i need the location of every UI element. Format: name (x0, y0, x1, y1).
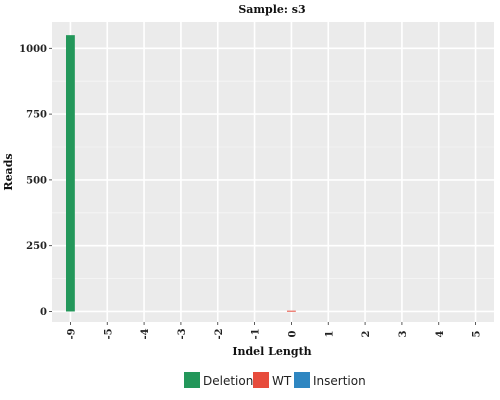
chart-title: Sample: s3 (238, 3, 305, 16)
bars (65, 35, 296, 312)
y-axis: 0 250 500 750 1000 (19, 44, 52, 318)
legend-label-wt: WT (272, 374, 292, 388)
x-tick-label: -4 (140, 328, 151, 339)
x-tick-label: 2 (361, 330, 372, 337)
legend-label-deletion: Deletion (203, 374, 253, 388)
x-tick-label: 0 (287, 330, 298, 337)
x-tick-label: -2 (214, 328, 225, 339)
legend-swatch-insertion (294, 372, 310, 388)
x-tick-label: 1 (324, 331, 335, 338)
x-tick-label: -3 (177, 328, 188, 339)
grid-lines (52, 22, 494, 322)
x-tick-label: 3 (398, 330, 409, 337)
bar-deletion--9 (65, 35, 75, 312)
x-tick-label: -9 (66, 328, 77, 339)
legend-label-insertion: Insertion (313, 374, 366, 388)
plot-panel (52, 22, 494, 322)
x-tick-label: -5 (103, 328, 114, 339)
legend-swatch-deletion (184, 372, 200, 388)
legend: Deletion WT Insertion (184, 372, 366, 388)
bar-wt-0 (286, 310, 296, 312)
y-axis-title: Reads (2, 153, 15, 190)
y-tick-label: 500 (26, 175, 47, 186)
legend-swatch-wt (253, 372, 269, 388)
x-axis: -9 -5 -4 -3 -2 -1 0 1 2 3 4 5 (66, 322, 483, 340)
x-tick-label: 5 (472, 330, 483, 337)
y-tick-label: 750 (26, 110, 47, 121)
y-tick-label: 0 (40, 307, 47, 318)
y-tick-label: 1000 (19, 44, 47, 55)
x-tick-label: 4 (435, 330, 446, 337)
x-tick-label: -1 (251, 328, 262, 339)
x-axis-title: Indel Length (232, 345, 311, 358)
y-tick-label: 250 (26, 241, 47, 252)
